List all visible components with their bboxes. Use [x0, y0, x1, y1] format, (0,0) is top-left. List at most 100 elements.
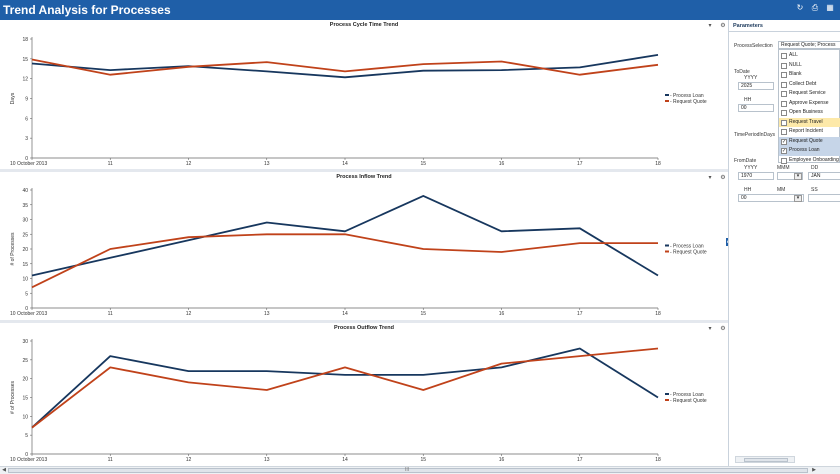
x-tick-label: 13	[264, 457, 270, 463]
todate-hh-input[interactable]: 00	[738, 104, 774, 112]
checkbox-icon[interactable]	[781, 100, 787, 107]
fromdate-yyyy-input[interactable]: 1970	[738, 172, 774, 180]
inflow-panel: Process Inflow Trend ▾ ⚙ 0 5 10 15 20 25 30 35 4…	[0, 172, 728, 320]
x-tick-label: 10 October 2013	[10, 161, 47, 167]
todate-yyyy-input[interactable]: 2025	[738, 82, 774, 90]
scroll-right-icon[interactable]: ▶	[812, 467, 816, 473]
checkbox-icon[interactable]	[781, 53, 787, 59]
chevron-down-icon[interactable]: ▾	[794, 195, 802, 202]
dropdown-option[interactable]: Blank	[779, 70, 840, 80]
y-tick-label: 30	[22, 218, 28, 224]
x-tick-label: 13	[264, 161, 270, 167]
dropdown-option[interactable]: Approve Expense	[779, 99, 840, 109]
gear-icon[interactable]: ⚙	[720, 23, 726, 29]
chart-menu-icon[interactable]: ▾	[708, 326, 712, 332]
checkbox-icon[interactable]	[781, 72, 787, 78]
y-tick-label: 18	[22, 37, 28, 43]
dropdown-option[interactable]: Report Incident	[779, 127, 840, 137]
option-label: ALL	[789, 52, 798, 58]
horizontal-scrollbar[interactable]: ◀ III ▶	[0, 466, 840, 474]
cycle-time-chart: 0 3 6 9 12 15 18 10 October 2013 11 12 13 14 15 16 17 1…	[10, 37, 707, 167]
x-tick-label: 18	[655, 311, 661, 317]
page-title: Trend Analysis for Processes	[3, 3, 171, 17]
refresh-icon[interactable]: ↻	[796, 3, 804, 12]
legend-swatch	[665, 244, 669, 247]
fromdate-hh-input[interactable]: 00	[738, 194, 804, 202]
fromdate-mmm-select[interactable]	[777, 172, 803, 180]
process-selection-dropdown[interactable]: ALL NULL Blank Collect Debt Request Service A…	[778, 49, 840, 166]
fromdate-mmm-label: MMM	[777, 165, 790, 171]
y-tick-label: 20	[22, 377, 28, 383]
chart-menu-icon[interactable]: ▾	[708, 175, 712, 181]
checkbox-icon[interactable]	[781, 62, 787, 69]
dropdown-option[interactable]: NULL	[779, 61, 840, 71]
fromdate-ss-label: SS	[811, 187, 818, 193]
x-tick-label: 12	[186, 161, 192, 167]
timeperiod-label: TimePeriodInDays	[734, 132, 775, 138]
fromdate-ss-select[interactable]	[808, 194, 840, 202]
dropdown-option[interactable]: ✓ Process Loan	[779, 146, 840, 156]
x-tick-label: 11	[108, 161, 113, 167]
params-scrollbar[interactable]	[735, 456, 795, 463]
checkbox-icon[interactable]	[781, 91, 787, 97]
fromdate-yyyy-label: YYYY	[744, 165, 758, 171]
y-tick-label: 12	[22, 77, 28, 83]
parameters-title: Parameters	[733, 23, 763, 29]
gear-icon[interactable]: ⚙	[720, 326, 726, 332]
checkbox-icon[interactable]	[781, 119, 787, 126]
dropdown-option[interactable]: Request Travel	[779, 117, 840, 127]
scroll-left-icon[interactable]: ◀	[2, 467, 6, 473]
chart-menu-icon[interactable]: ▾	[708, 23, 712, 29]
process-selection-label: ProcessSelection	[734, 43, 773, 49]
checkbox-icon[interactable]	[781, 157, 787, 164]
checkbox-icon[interactable]	[781, 110, 787, 116]
legend-swatch	[665, 100, 669, 102]
panel-divider	[0, 169, 728, 172]
legend-swatch	[665, 250, 669, 253]
y-tick-label: 10	[22, 414, 28, 420]
option-label: Employee Onboarding	[789, 156, 839, 163]
export-icon[interactable]: ▦	[826, 3, 834, 12]
series-line-process-loan	[31, 194, 659, 277]
option-label: Approve Expense	[789, 99, 829, 106]
x-tick-label: 17	[577, 311, 583, 317]
x-tick-label: 12	[186, 457, 192, 463]
checked-checkbox-icon[interactable]: ✓	[781, 138, 787, 145]
print-icon[interactable]: ⎙	[811, 3, 819, 12]
x-tick-label: 18	[655, 457, 661, 463]
legend-entry: - Process Loan	[670, 392, 704, 398]
scroll-thumb[interactable]: III	[8, 467, 808, 473]
gear-icon[interactable]: ⚙	[720, 175, 726, 181]
dropdown-option[interactable]: ALL	[779, 51, 840, 61]
scroll-thumb[interactable]	[744, 458, 788, 462]
outflow-chart: 0 5 10 15 20 25 30 10 October 2013 11 12 13 14 15 16 1…	[10, 339, 707, 463]
x-tick-label: 18	[655, 161, 661, 167]
dropdown-option[interactable]: Collect Debt	[779, 80, 840, 90]
fromdate-mm-label: MM	[777, 187, 786, 193]
series-line-request-quote	[31, 58, 659, 76]
checked-checkbox-icon[interactable]: ✓	[781, 148, 787, 154]
y-tick-label: 0	[25, 452, 28, 458]
legend-entry: - Request Quote	[670, 99, 707, 105]
checkbox-icon[interactable]	[781, 81, 787, 88]
dropdown-option[interactable]: ✓ Request Quote	[779, 136, 840, 146]
dropdown-option[interactable]: Request Service	[779, 89, 840, 99]
legend-entry: - Process Loan	[670, 244, 704, 250]
process-selection-input[interactable]: Request Quote; Process	[778, 41, 840, 49]
scroll-grip: III	[405, 467, 410, 473]
y-tick-label: 15	[22, 57, 28, 63]
x-tick-label: 10 October 2013	[10, 457, 47, 463]
x-tick-label: 12	[186, 311, 192, 317]
option-label: Request Travel	[789, 118, 823, 125]
y-tick-label: 15	[22, 396, 28, 402]
y-tick-label: 9	[25, 97, 28, 103]
chevron-down-icon[interactable]: ▾	[794, 173, 802, 180]
legend-entry: - Process Loan	[670, 93, 704, 99]
dropdown-option[interactable]: Employee Onboarding	[779, 156, 840, 166]
y-tick-label: 5	[25, 433, 28, 439]
checkbox-icon[interactable]	[781, 129, 787, 135]
dropdown-option[interactable]: Open Business	[779, 108, 840, 118]
y-tick-label: 6	[25, 116, 28, 122]
fromdate-dd-label: DD	[811, 165, 819, 171]
fromdate-dd-select[interactable]: JAN	[808, 172, 840, 180]
